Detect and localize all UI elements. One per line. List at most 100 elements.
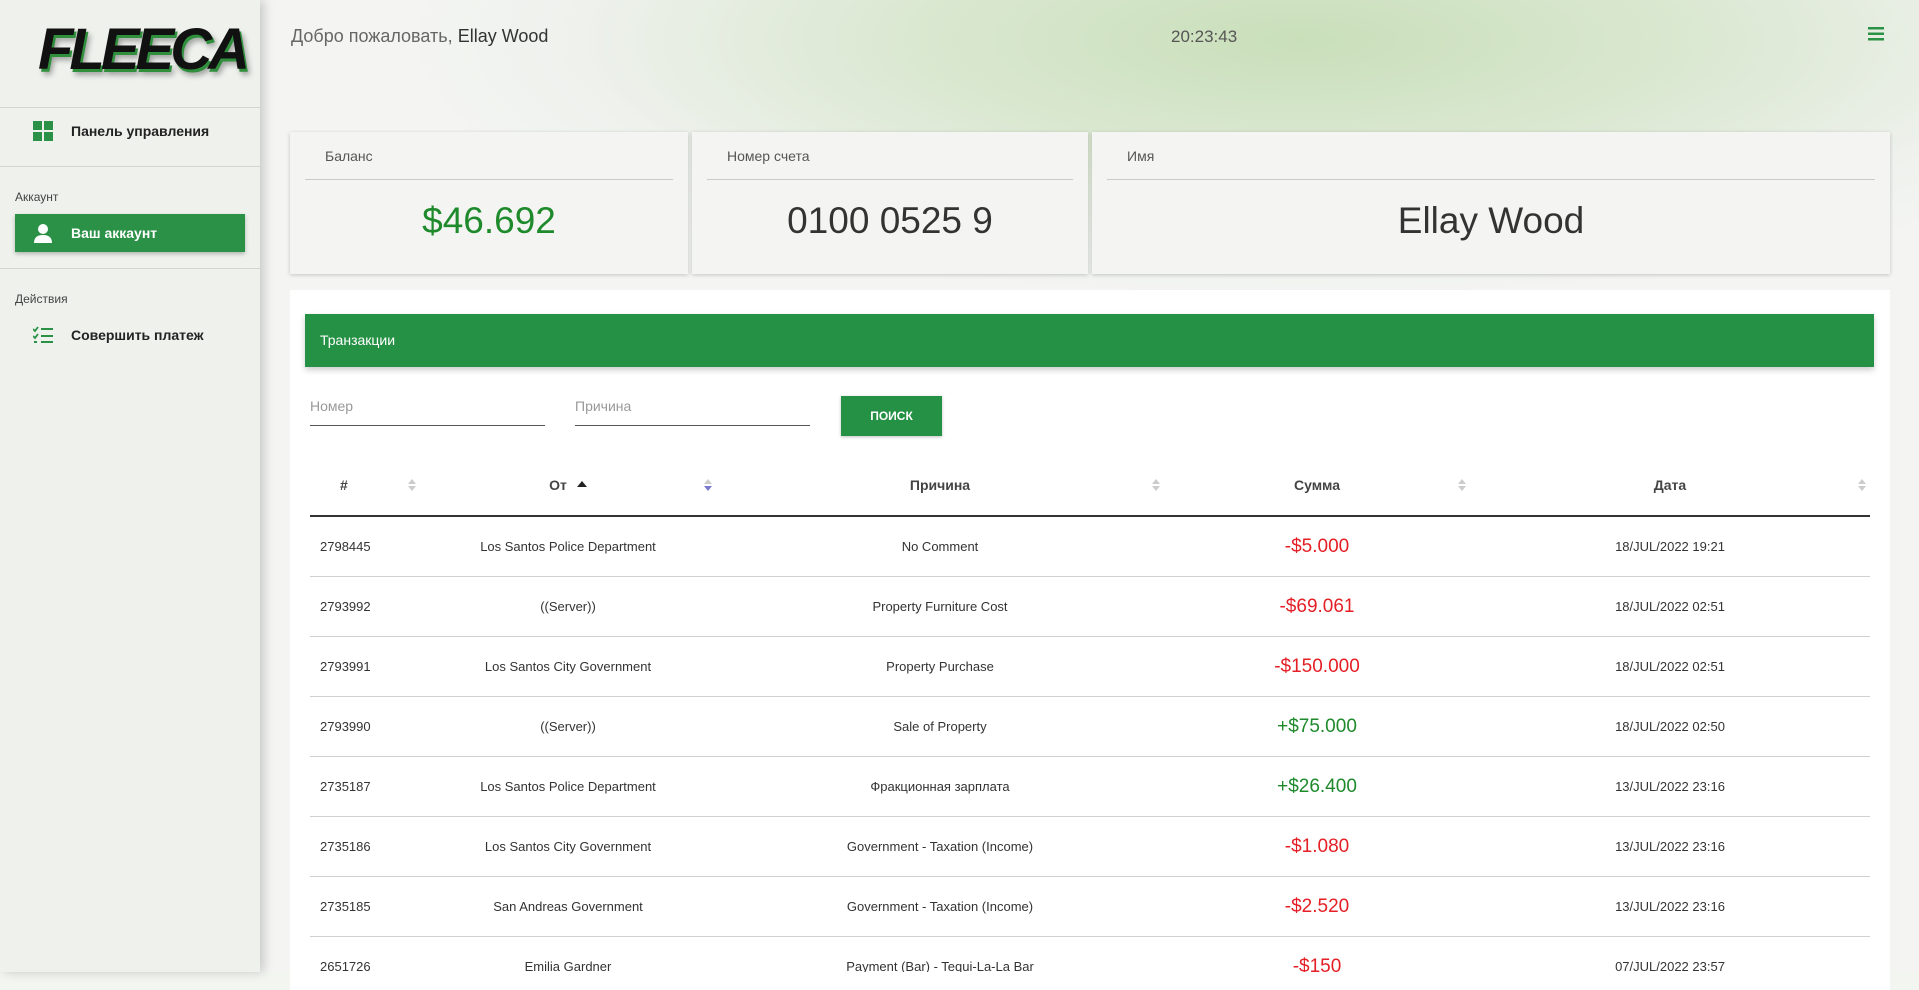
column-label: Дата: [1653, 477, 1687, 493]
tx-amount: -$5.000: [1284, 535, 1350, 557]
card-balance: Баланс $46.692: [290, 132, 688, 274]
tx-amount: -$1.080: [1284, 835, 1350, 857]
tx-reason: Government - Taxation (Income): [846, 899, 1034, 914]
tx-from: Los Santos Police Department: [480, 779, 656, 794]
table-row: 2735186 Los Santos City Government Governm…: [310, 817, 1870, 877]
table-header: # От Причина Сумма Дата: [310, 455, 1870, 517]
card-value: Ellay Wood: [1397, 200, 1585, 241]
user-name: Ellay Wood: [457, 26, 549, 46]
tx-id: 2735187: [320, 779, 371, 794]
menu-button[interactable]: [1868, 27, 1884, 41]
tx-from: San Andreas Government: [493, 899, 643, 914]
tx-reason: Property Purchase: [886, 659, 994, 674]
panel-title: Транзакции: [305, 314, 1874, 367]
table-row: 2735185 San Andreas Government Government …: [310, 877, 1870, 937]
nav-label: Панель управления: [71, 123, 210, 139]
card-value: $46.692: [422, 200, 556, 241]
placeholder: Причина: [575, 398, 632, 414]
separator: [0, 107, 260, 108]
tx-reason: Property Furniture Cost: [872, 599, 1008, 614]
icon-user: [34, 224, 52, 243]
column-label: От: [549, 477, 567, 493]
transactions-panel: [290, 290, 1890, 990]
nav-payment[interactable]: Совершить платеж: [15, 316, 245, 354]
column-label: Причина: [909, 477, 971, 493]
column-header[interactable]: #: [310, 477, 420, 493]
tx-id: 2735185: [320, 899, 371, 914]
transactions-table: # От Причина Сумма Дата 2798445 Los Santos Pol…: [310, 455, 1870, 972]
tx-reason: Sale of Property: [893, 719, 987, 734]
card-label: Номер счета: [727, 148, 810, 164]
icon-dashboard: [33, 121, 53, 141]
sidebar: FLEECA Панель управления Аккаунт Ваш акк…: [0, 0, 260, 972]
tx-date: 07/JUL/2022 23:57: [1615, 959, 1725, 972]
card-label: Баланс: [325, 148, 373, 164]
column-header[interactable]: Дата: [1470, 477, 1870, 493]
tx-id: 2651726: [320, 959, 371, 972]
nav-label: Ваш аккаунт: [71, 225, 158, 241]
tx-amount: -$150: [1292, 955, 1342, 973]
card-value: 0100 0525 9: [787, 200, 993, 241]
tx-id: 2793992: [320, 599, 371, 614]
clock: 20:23:43: [1171, 27, 1238, 46]
column-header[interactable]: От: [420, 477, 716, 493]
table-row: 2793991 Los Santos City Government Propert…: [310, 637, 1870, 697]
sort-icon: [704, 479, 712, 491]
table-row: 2793992 ((Server)) Property Furniture Cost…: [310, 577, 1870, 637]
nav-label: Совершить платеж: [71, 327, 204, 343]
tx-date: 18/JUL/2022 02:50: [1615, 719, 1725, 734]
input-reason[interactable]: Причина: [575, 398, 810, 426]
tx-amount: +$75.000: [1277, 715, 1357, 737]
tx-date: 13/JUL/2022 23:16: [1615, 839, 1725, 854]
tx-from: Los Santos Police Department: [480, 539, 656, 554]
table-row: 2798445 Los Santos Police Department No Co…: [310, 517, 1870, 577]
search-button[interactable]: ПОИСК: [841, 396, 942, 436]
tx-from: Los Santos City Government: [484, 839, 652, 854]
column-header[interactable]: Сумма: [1164, 477, 1470, 493]
nav-account[interactable]: Ваш аккаунт: [15, 214, 245, 252]
sort-icon: [408, 479, 416, 491]
tx-from: Emilia Gardner: [524, 959, 612, 972]
tx-reason: Фракционная зарплата: [870, 779, 1010, 794]
tx-amount: -$150.000: [1274, 655, 1360, 677]
table-row: 2651726 Emilia Gardner Payment (Bar) - Teq…: [310, 937, 1870, 973]
column-label: #: [340, 477, 348, 493]
tx-from: ((Server)): [540, 599, 596, 614]
sort-asc: [576, 481, 587, 487]
tx-reason: Government - Taxation (Income): [846, 839, 1034, 854]
column-header[interactable]: Причина: [716, 477, 1164, 493]
sort-icon: [1458, 479, 1466, 491]
tx-date: 18/JUL/2022 02:51: [1615, 659, 1725, 674]
nav-dashboard[interactable]: Панель управления: [15, 112, 245, 150]
tx-from: Los Santos City Government: [484, 659, 652, 674]
tx-id: 2793990: [320, 719, 371, 734]
section-label: Аккаунт: [15, 190, 59, 204]
card-account: Номер счета 0100 0525 9: [692, 132, 1088, 274]
section-label: Действия: [15, 292, 68, 306]
tx-date: 13/JUL/2022 23:16: [1615, 899, 1725, 914]
tx-amount: -$2.520: [1284, 895, 1350, 917]
input-number[interactable]: Номер: [310, 398, 545, 426]
separator: [0, 268, 260, 269]
table-row: 2793990 ((Server)) Sale of Property +$75.00…: [310, 697, 1870, 757]
card-label: Имя: [1127, 148, 1155, 164]
sort-icon: [1152, 479, 1160, 491]
tx-date: 18/JUL/2022 19:21: [1615, 539, 1725, 554]
icon-checklist: [33, 326, 53, 343]
logo: FLEECA: [38, 17, 250, 82]
tx-from: ((Server)): [540, 719, 596, 734]
tx-amount: -$69.061: [1279, 595, 1355, 617]
tx-id: 2735186: [320, 839, 371, 854]
tx-id: 2798445: [320, 539, 371, 554]
sort-icon: [1858, 479, 1866, 491]
tx-amount: +$26.400: [1277, 775, 1357, 797]
tx-date: 18/JUL/2022 02:51: [1615, 599, 1725, 614]
tx-date: 13/JUL/2022 23:16: [1615, 779, 1725, 794]
placeholder: Номер: [310, 398, 354, 414]
card-name: Имя Ellay Wood: [1092, 132, 1890, 274]
tx-reason: No Comment: [901, 539, 979, 554]
welcome: Добро пожаловать, Ellay Wood: [291, 26, 548, 47]
welcome-text: Добро пожаловать,: [291, 26, 453, 46]
tx-id: 2793991: [320, 659, 371, 674]
